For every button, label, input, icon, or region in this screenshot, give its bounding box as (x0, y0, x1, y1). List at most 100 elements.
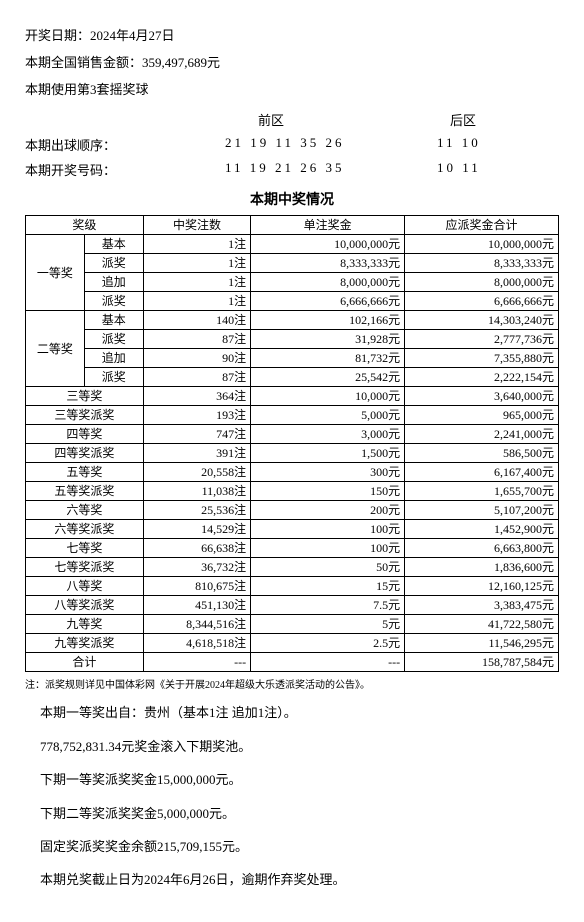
header-total: 应派奖金合计 (405, 216, 559, 235)
total-cell: 5,107,200元 (405, 501, 559, 520)
sub-label: 派奖 (84, 368, 143, 387)
table-row: 追加 1注 8,000,000元 8,000,000元 (26, 273, 559, 292)
total-cell: 2,777,736元 (405, 330, 559, 349)
table-header-row: 奖级 中奖注数 单注奖金 应派奖金合计 (26, 216, 559, 235)
unit-cell: 10,000,000元 (251, 235, 405, 254)
count-cell: 1注 (143, 273, 250, 292)
unit-cell: 100元 (251, 539, 405, 558)
footer-line-6: 本期兑奖截止日为2024年6月26日，逾期作弃奖处理。 (25, 868, 559, 891)
unit-cell: 10,000元 (251, 387, 405, 406)
total-count: --- (143, 653, 250, 672)
level-label: 三等奖 (26, 387, 144, 406)
draw-numbers-back: 10 11 (347, 160, 559, 179)
table-row: 派奖 1注 8,333,333元 8,333,333元 (26, 254, 559, 273)
total-cell: 2,222,154元 (405, 368, 559, 387)
footer-line-3: 下期一等奖派奖奖金15,000,000元。 (25, 768, 559, 791)
count-cell: 14,529注 (143, 520, 250, 539)
header-level: 奖级 (26, 216, 144, 235)
count-cell: 11,038注 (143, 482, 250, 501)
ball-set: 本期使用第3套摇奖球 (25, 80, 559, 101)
table-row: 七等奖派奖36,732注50元1,836,600元 (26, 558, 559, 577)
sub-label: 派奖 (84, 254, 143, 273)
level-label: 六等奖 (26, 501, 144, 520)
header-unit: 单注奖金 (251, 216, 405, 235)
group-label: 一等奖 (26, 235, 85, 311)
unit-cell: 1,500元 (251, 444, 405, 463)
draw-numbers-row: 本期开奖号码： 11 19 21 26 35 10 11 (25, 160, 559, 179)
level-label: 七等奖 (26, 539, 144, 558)
level-label: 九等奖 (26, 615, 144, 634)
count-cell: 391注 (143, 444, 250, 463)
unit-cell: 7.5元 (251, 596, 405, 615)
total-total: 158,787,584元 (405, 653, 559, 672)
unit-cell: 300元 (251, 463, 405, 482)
total-cell: 2,241,000元 (405, 425, 559, 444)
draw-order-label: 本期出球顺序： (25, 135, 175, 154)
count-cell: 140注 (143, 311, 250, 330)
level-label: 五等奖派奖 (26, 482, 144, 501)
total-label: 合计 (26, 653, 144, 672)
draw-numbers-front: 11 19 21 26 35 (175, 160, 347, 179)
sub-label: 基本 (84, 235, 143, 254)
total-cell: 7,355,880元 (405, 349, 559, 368)
table-row: 派奖 87注 31,928元 2,777,736元 (26, 330, 559, 349)
group-label: 二等奖 (26, 311, 85, 387)
sub-label: 追加 (84, 349, 143, 368)
sub-label: 派奖 (84, 292, 143, 311)
unit-cell: 8,000,000元 (251, 273, 405, 292)
table-row: 一等奖 基本 1注 10,000,000元 10,000,000元 (26, 235, 559, 254)
total-cell: 965,000元 (405, 406, 559, 425)
level-label: 四等奖派奖 (26, 444, 144, 463)
table-row: 三等奖364注10,000元3,640,000元 (26, 387, 559, 406)
draw-date: 开奖日期：2024年4月27日 (25, 26, 559, 47)
unit-cell: 102,166元 (251, 311, 405, 330)
table-row: 六等奖25,536注200元5,107,200元 (26, 501, 559, 520)
unit-cell: 50元 (251, 558, 405, 577)
count-cell: 8,344,516注 (143, 615, 250, 634)
footer-line-2: 778,752,831.34元奖金滚入下期奖池。 (25, 735, 559, 758)
unit-cell: 100元 (251, 520, 405, 539)
unit-cell: 31,928元 (251, 330, 405, 349)
count-cell: 36,732注 (143, 558, 250, 577)
total-cell: 586,500元 (405, 444, 559, 463)
count-cell: 87注 (143, 330, 250, 349)
total-cell: 3,640,000元 (405, 387, 559, 406)
unit-cell: 15元 (251, 577, 405, 596)
total-cell: 6,167,400元 (405, 463, 559, 482)
table-row: 二等奖 基本 140注 102,166元 14,303,240元 (26, 311, 559, 330)
draw-order-front: 21 19 11 35 26 (175, 135, 347, 154)
table-row: 四等奖747注3,000元2,241,000元 (26, 425, 559, 444)
sub-label: 追加 (84, 273, 143, 292)
total-cell: 1,655,700元 (405, 482, 559, 501)
table-row: 九等奖派奖4,618,518注2.5元11,546,295元 (26, 634, 559, 653)
unit-cell: 3,000元 (251, 425, 405, 444)
footer-line-4: 下期二等奖派奖奖金5,000,000元。 (25, 802, 559, 825)
table-row: 派奖 87注 25,542元 2,222,154元 (26, 368, 559, 387)
level-label: 九等奖派奖 (26, 634, 144, 653)
draw-order-row: 本期出球顺序： 21 19 11 35 26 11 10 (25, 135, 559, 154)
header-count: 中奖注数 (143, 216, 250, 235)
sales-amount: 本期全国销售金额：359,497,689元 (25, 53, 559, 74)
table-row: 五等奖20,558注300元6,167,400元 (26, 463, 559, 482)
total-cell: 3,383,475元 (405, 596, 559, 615)
unit-cell: 5元 (251, 615, 405, 634)
unit-cell: 2.5元 (251, 634, 405, 653)
total-cell: 8,333,333元 (405, 254, 559, 273)
level-label: 四等奖 (26, 425, 144, 444)
level-label: 八等奖 (26, 577, 144, 596)
table-row: 七等奖66,638注100元6,663,800元 (26, 539, 559, 558)
unit-cell: 25,542元 (251, 368, 405, 387)
draw-order-back: 11 10 (347, 135, 559, 154)
table-row: 派奖 1注 6,666,666元 6,666,666元 (26, 292, 559, 311)
count-cell: 87注 (143, 368, 250, 387)
footnote: 注：派奖规则详见中国体彩网《关于开展2024年超级大乐透派奖活动的公告》。 (25, 676, 559, 691)
total-unit: --- (251, 653, 405, 672)
unit-cell: 81,732元 (251, 349, 405, 368)
table-row: 八等奖派奖451,130注7.5元3,383,475元 (26, 596, 559, 615)
level-label: 八等奖派奖 (26, 596, 144, 615)
unit-cell: 200元 (251, 501, 405, 520)
level-label: 六等奖派奖 (26, 520, 144, 539)
total-cell: 6,663,800元 (405, 539, 559, 558)
unit-cell: 8,333,333元 (251, 254, 405, 273)
front-area-label: 前区 (175, 110, 367, 129)
